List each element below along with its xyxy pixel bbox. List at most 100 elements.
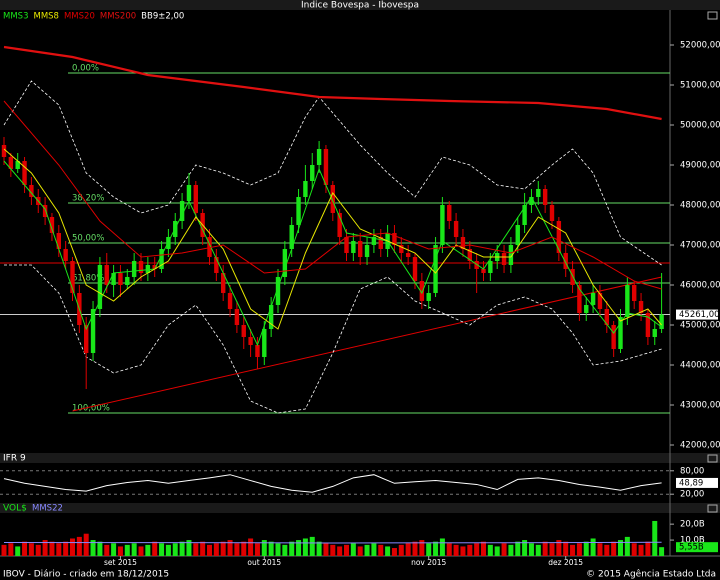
candle-body [419, 281, 425, 301]
volume-bar [528, 543, 534, 556]
candle-body [378, 237, 383, 249]
y-tick-label: 43000,00 [680, 401, 720, 411]
candle-body [522, 205, 527, 225]
volume-bar [42, 540, 48, 556]
last-value-label: 45261,00 [679, 310, 720, 320]
volume-bar [76, 536, 82, 556]
y-tick-label: 48000,00 [680, 201, 720, 211]
fib-label: 38,20% [72, 194, 104, 204]
volume-bar [563, 541, 569, 556]
volume-bar [63, 541, 69, 556]
y-tick-label: 10,0B [680, 536, 705, 546]
trendline [72, 276, 662, 412]
candle-body [474, 261, 479, 269]
volume-bar [90, 540, 96, 556]
candle-body [570, 269, 575, 285]
candle-body [460, 237, 466, 249]
volume-bar [275, 543, 281, 556]
candle-body [405, 253, 411, 257]
candle-body [399, 245, 404, 253]
volume-bar [570, 544, 576, 556]
candle-body [440, 205, 445, 245]
volume-bar [433, 541, 439, 556]
y-tick-label: 20,0B [680, 520, 705, 530]
volume-bar [83, 533, 89, 556]
candle-body [15, 161, 20, 169]
candle-body [97, 265, 103, 309]
candle-body [227, 293, 233, 309]
candle-body [282, 249, 288, 277]
candle-body [542, 189, 548, 205]
candle-body [193, 185, 198, 213]
candle-body [508, 245, 514, 265]
candle-body [364, 245, 370, 257]
volume-bar [446, 543, 452, 556]
volume-bar [460, 546, 466, 556]
volume-bar [309, 536, 315, 556]
volume-bar [35, 544, 41, 556]
volume-bar [494, 546, 500, 556]
volume-bar [220, 541, 226, 556]
volume-bar [652, 520, 658, 556]
candle-body [84, 325, 89, 353]
volume-bar [405, 543, 411, 556]
candle-body [166, 237, 171, 249]
volume-bar [419, 540, 425, 556]
volume-bar [659, 547, 665, 556]
bollinger-band [4, 264, 662, 414]
volume-bar [576, 543, 582, 556]
volume-bar [193, 543, 199, 556]
volume-bar [549, 543, 555, 556]
candle-body [248, 337, 253, 345]
candle-body [234, 309, 240, 325]
ifr-line [3, 474, 662, 493]
volume-bar [645, 541, 651, 556]
x-tick-label: nov 2015 [411, 558, 446, 567]
vol-header [0, 503, 720, 513]
volume-bar [453, 544, 459, 556]
volume-bar [15, 546, 21, 556]
volume-bar [357, 546, 363, 556]
volume-bar [508, 544, 514, 556]
candle-body [638, 301, 644, 313]
candle-body [159, 249, 164, 269]
candle-body [90, 309, 96, 353]
volume-bar [371, 543, 377, 556]
volume-bar [56, 543, 62, 556]
volume-bar [302, 538, 308, 556]
volume-bar [8, 543, 14, 556]
x-tick-label: out 2015 [247, 558, 281, 567]
candle-body [29, 185, 34, 197]
volume-bar [296, 540, 302, 556]
volume-bar [474, 543, 480, 556]
candle-body [611, 325, 616, 349]
volume-bar [604, 544, 610, 556]
candle-body [255, 345, 260, 357]
volume-bar [583, 541, 589, 556]
candle-body [645, 313, 651, 337]
moving-average [3, 148, 662, 330]
y-tick-label: 44000,00 [680, 361, 720, 371]
volume-bar [398, 544, 404, 556]
candle-body [221, 273, 226, 293]
candle-body [392, 233, 397, 245]
volume-bar [590, 538, 596, 556]
candle-body [1, 145, 7, 157]
volume-bar [535, 544, 541, 556]
candle-body [536, 189, 541, 197]
last-value-box [676, 309, 718, 320]
volume-bar [487, 544, 493, 556]
volume-bar [268, 541, 274, 556]
candle-body [625, 285, 630, 317]
candle-body [22, 161, 27, 185]
volume-bar [179, 541, 185, 556]
candle-body [145, 265, 151, 273]
candle-body [433, 245, 438, 293]
volume-bar [481, 541, 486, 556]
moving-average [3, 160, 662, 347]
candle-body [214, 257, 219, 273]
volume-bar [248, 538, 254, 556]
candle-body [262, 329, 267, 357]
volume-bar [241, 541, 247, 556]
volume-bar [200, 541, 206, 556]
